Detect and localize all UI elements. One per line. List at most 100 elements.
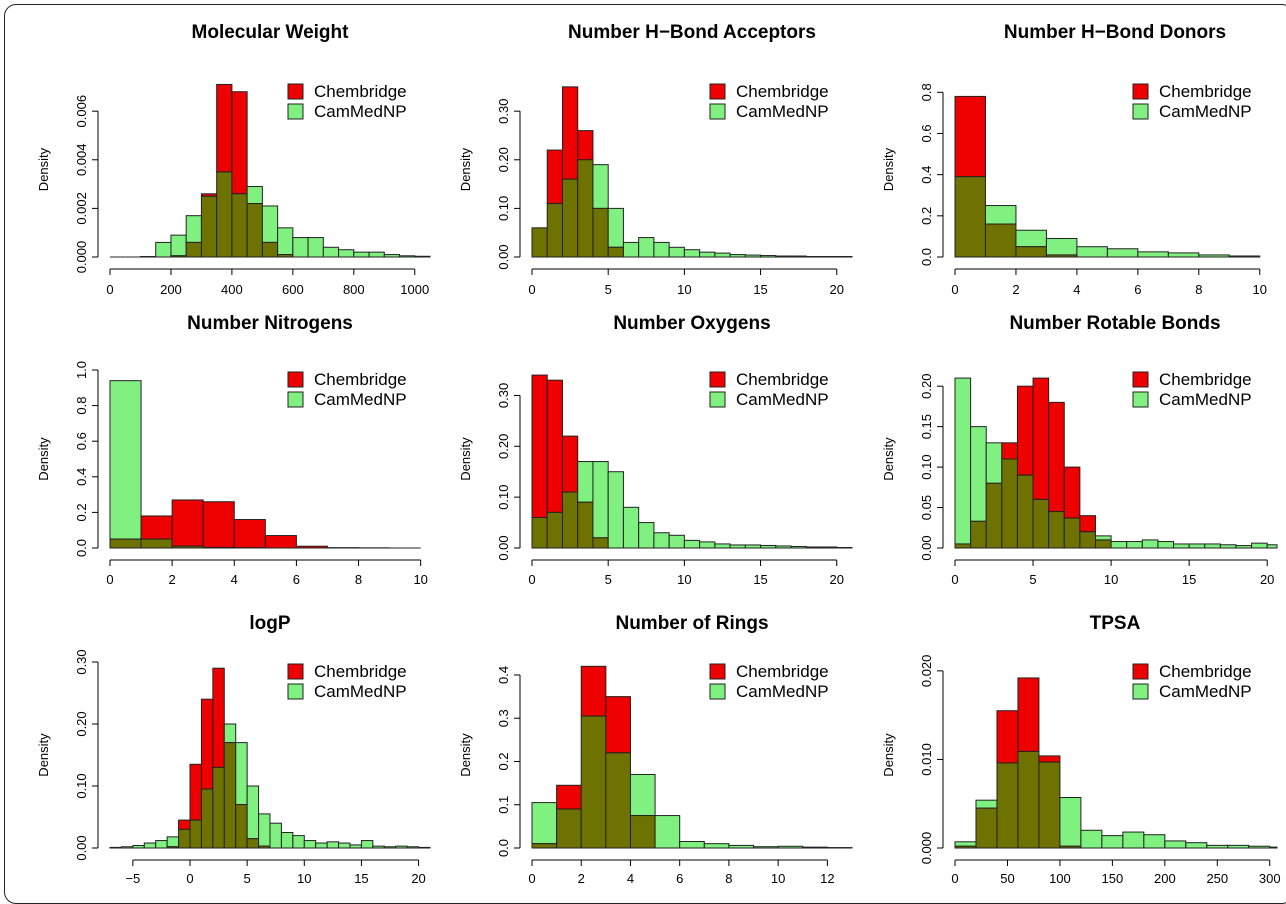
legend-swatch-chembridge xyxy=(710,372,725,387)
x-tick-label: 150 xyxy=(1102,871,1124,886)
y-tick-label: 0.00 xyxy=(919,535,934,560)
cammednp-bar xyxy=(608,472,623,548)
legend-label-chembridge: Chembridge xyxy=(736,82,829,101)
overlap-bar xyxy=(578,502,593,548)
overlap-bar xyxy=(1016,247,1046,257)
legend-label-cammednp: CamMedNP xyxy=(736,390,829,409)
x-tick-label: 15 xyxy=(1182,572,1196,587)
cammednp-bar xyxy=(655,816,680,848)
legend-label-chembridge: Chembridge xyxy=(314,662,407,681)
chart-title: Number of Rings xyxy=(615,613,768,634)
x-tick-label: 6 xyxy=(293,572,300,587)
cammednp-bar xyxy=(247,187,262,204)
cammednp-bar xyxy=(1168,253,1198,257)
overlap-bar xyxy=(247,204,262,257)
cammednp-bar xyxy=(361,841,372,848)
overlap-bar xyxy=(190,820,201,848)
x-tick-label: 15 xyxy=(753,282,767,297)
cammednp-bar xyxy=(1046,238,1076,254)
chembridge-bar xyxy=(955,96,985,176)
cammednp-bar xyxy=(1077,247,1107,257)
x-tick-label: 8 xyxy=(1195,282,1202,297)
cammednp-bar xyxy=(1127,542,1143,548)
x-tick-label: −5 xyxy=(125,871,140,886)
x-tick-label: 10 xyxy=(1253,282,1267,297)
overlap-bar xyxy=(532,517,547,548)
x-tick-label: 20 xyxy=(830,282,844,297)
cammednp-bar xyxy=(623,242,638,257)
cammednp-bar xyxy=(684,250,699,257)
x-tick-label: 800 xyxy=(343,282,365,297)
x-tick-label: 10 xyxy=(771,871,785,886)
y-tick-label: 0.20 xyxy=(496,147,511,172)
legend-swatch-chembridge xyxy=(288,664,303,679)
y-tick-label: 0.0 xyxy=(496,839,511,857)
cammednp-bar xyxy=(1123,832,1144,848)
x-tick-label: 0 xyxy=(106,282,113,297)
cammednp-bar xyxy=(369,252,384,257)
overlap-bar xyxy=(593,538,608,548)
chembridge-bar xyxy=(190,764,201,820)
overlap-bar xyxy=(630,816,655,848)
y-axis-label: Density xyxy=(36,733,51,777)
y-axis-label: Density xyxy=(458,147,473,191)
cammednp-bar xyxy=(669,247,684,257)
legend-swatch-cammednp xyxy=(288,684,303,699)
chembridge-bar xyxy=(532,375,547,517)
cammednp-bar xyxy=(1158,542,1174,548)
cammednp-bar xyxy=(278,228,293,255)
y-tick-label: 0.05 xyxy=(919,495,934,520)
cammednp-bar xyxy=(270,823,281,848)
chembridge-bar xyxy=(203,502,234,548)
x-tick-label: 0 xyxy=(106,572,113,587)
cammednp-bar xyxy=(259,814,270,846)
overlap-bar xyxy=(997,763,1018,848)
overlap-bar xyxy=(171,256,186,257)
legend-label-cammednp: CamMedNP xyxy=(736,682,829,701)
x-tick-label: 0 xyxy=(186,871,193,886)
legend-swatch-cammednp xyxy=(288,104,303,119)
chembridge-bar xyxy=(547,380,562,512)
y-tick-label: 0.002 xyxy=(74,192,89,225)
y-axis-label: Density xyxy=(36,437,51,481)
legend-label-chembridge: Chembridge xyxy=(736,370,829,389)
y-tick-label: 0.20 xyxy=(74,711,89,736)
cammednp-bar xyxy=(1095,536,1111,540)
x-tick-label: 4 xyxy=(627,871,634,886)
cammednp-bar xyxy=(171,235,186,256)
y-tick-label: 0.10 xyxy=(919,454,934,479)
overlap-bar xyxy=(1033,499,1049,548)
cammednp-bar xyxy=(224,724,235,743)
cammednp-bar xyxy=(156,242,171,257)
overlap-bar xyxy=(608,247,623,257)
overlap-bar xyxy=(172,546,203,548)
y-tick-label: 0.00 xyxy=(496,535,511,560)
overlap-bar xyxy=(224,743,235,848)
overlap-bar xyxy=(259,846,270,848)
overlap-bar xyxy=(547,512,562,548)
cammednp-bar xyxy=(955,378,971,544)
overlap-bar xyxy=(557,809,582,848)
y-tick-label: 0.020 xyxy=(919,655,934,688)
legend-label-chembridge: Chembridge xyxy=(1159,82,1252,101)
overlap-bar xyxy=(581,716,606,848)
cammednp-bar xyxy=(1186,843,1207,848)
cammednp-bar xyxy=(623,507,638,548)
cammednp-bar xyxy=(247,786,258,839)
chart-title: Molecular Weight xyxy=(192,22,350,43)
overlap-bar xyxy=(1049,512,1065,548)
legend-label-chembridge: Chembridge xyxy=(1159,370,1252,389)
cammednp-bar xyxy=(985,206,1015,225)
cammednp-bar xyxy=(1081,830,1102,848)
x-tick-label: 8 xyxy=(725,871,732,886)
y-tick-label: 0.10 xyxy=(496,196,511,221)
chembridge-bar xyxy=(562,87,577,179)
cammednp-bar xyxy=(110,381,141,539)
cammednp-bar xyxy=(262,206,277,242)
cammednp-bar xyxy=(593,462,608,538)
chembridge-bar xyxy=(232,92,247,194)
x-tick-label: 10 xyxy=(413,572,427,587)
